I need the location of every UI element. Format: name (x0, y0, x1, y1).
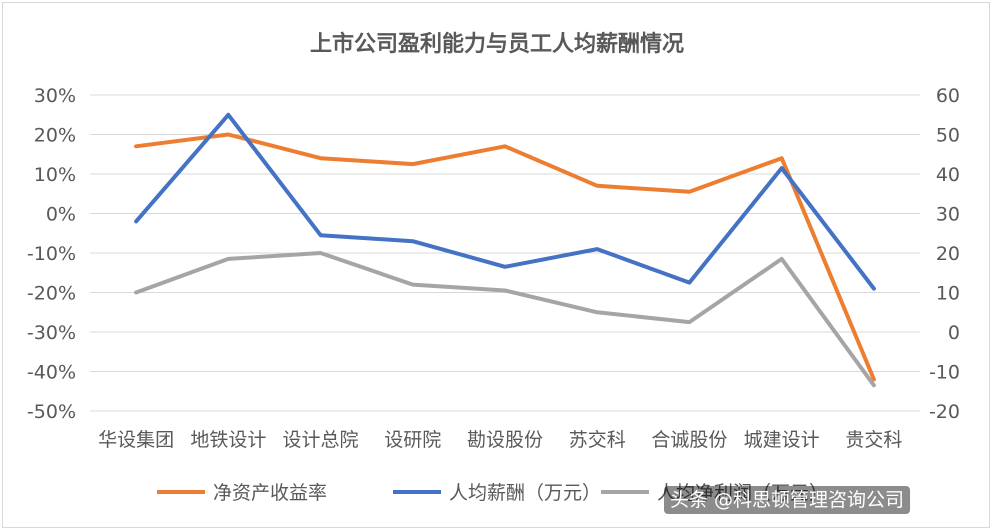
chart-title: 上市公司盈利能力与员工人均薪酬情况 (310, 31, 684, 57)
category-label: 设计总院 (283, 429, 359, 451)
series-line (134, 251, 876, 388)
category-label: 苏交科 (569, 429, 626, 451)
legend: 净资产收益率 人均薪酬（万元） 人均净利润（万元） (157, 482, 828, 504)
series-line (134, 112, 876, 291)
left-tick-label: -20% (27, 283, 76, 305)
watermark-text: 头条 @科思顿管理咨询公司 (670, 489, 904, 511)
left-axis-ticks: 30% 20% 10% 0% -10% -20% -30% -40% -50% (27, 85, 76, 423)
series-line (134, 132, 876, 382)
category-label: 设研院 (384, 429, 441, 451)
right-tick-label: 50 (936, 125, 960, 147)
category-label: 地铁设计 (190, 429, 266, 451)
left-tick-label: -10% (27, 243, 76, 265)
left-tick-label: -30% (27, 322, 76, 344)
right-axis-ticks: 60 50 40 30 20 10 0 -10 -20 (929, 85, 960, 423)
right-tick-label: -10 (929, 362, 960, 384)
right-tick-label: 40 (936, 164, 960, 186)
category-label: 贵交科 (845, 429, 902, 451)
left-tick-label: 20% (34, 125, 76, 147)
category-label: 合诚股份 (651, 429, 727, 451)
left-tick-label: -40% (27, 362, 76, 384)
right-tick-label: 10 (936, 283, 960, 305)
watermark-backdrop (664, 486, 911, 514)
legend-label: 人均净利润（万元） (657, 482, 828, 504)
category-label: 勘设股份 (467, 429, 543, 451)
category-label: 华设集团 (98, 429, 174, 451)
category-labels: 华设集团 地铁设计 设计总院 设研院 勘设股份 苏交科 合诚股份 城建设计 贵交科 (98, 429, 902, 451)
legend-label: 净资产收益率 (213, 482, 327, 504)
right-tick-label: 30 (936, 204, 960, 226)
left-tick-label: -50% (27, 401, 76, 423)
left-tick-label: 30% (34, 85, 76, 107)
right-tick-label: -20 (929, 401, 960, 423)
category-label: 城建设计 (744, 429, 820, 451)
legend-label: 人均薪酬（万元） (449, 482, 601, 504)
series-lines (134, 112, 876, 388)
gridlines (90, 94, 920, 412)
left-tick-label: 10% (34, 164, 76, 186)
left-tick-label: 0% (46, 204, 76, 226)
right-tick-label: 0 (948, 322, 960, 344)
right-tick-label: 20 (936, 243, 960, 265)
right-tick-label: 60 (936, 85, 960, 107)
